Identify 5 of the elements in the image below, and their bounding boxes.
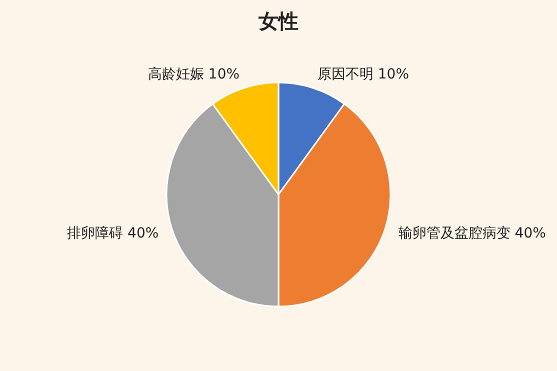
- slice-label: 原因不明 10%: [317, 66, 410, 83]
- slice-label: 排卵障碍 40%: [67, 225, 159, 242]
- slice-label: 输卵管及盆腔病变 40%: [398, 225, 546, 242]
- slice-label: 高龄妊娠 10%: [148, 66, 240, 83]
- chart-title: 女性: [258, 9, 298, 33]
